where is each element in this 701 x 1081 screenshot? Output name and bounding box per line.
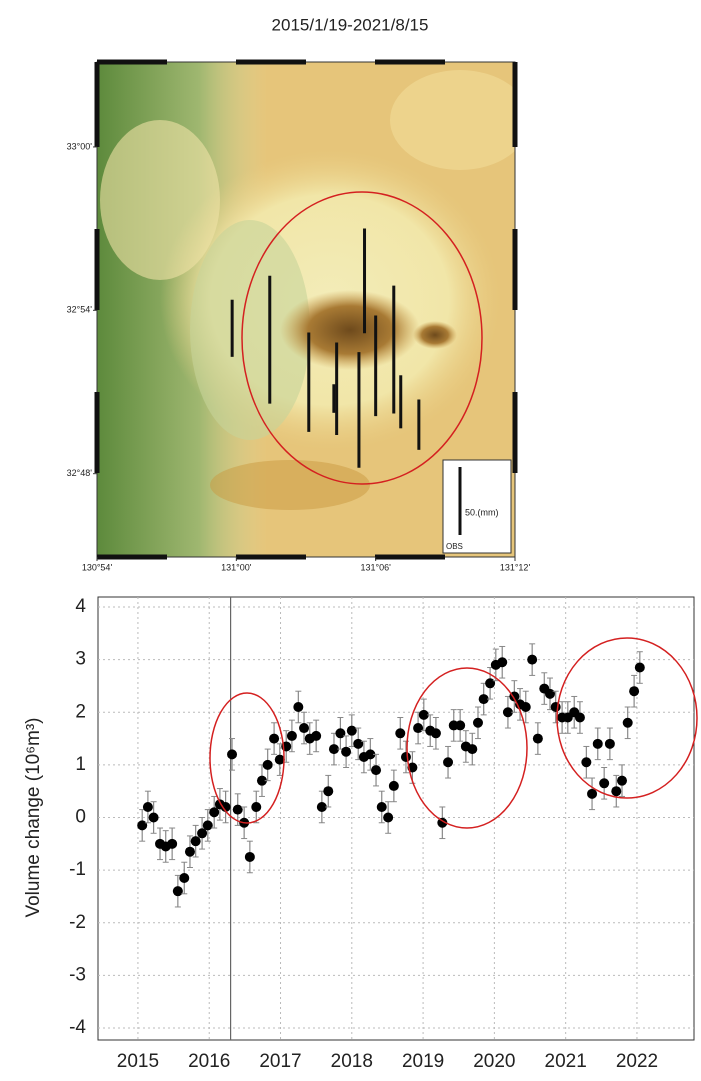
y-tick-label: 1: [75, 754, 86, 775]
data-point: [245, 852, 255, 862]
data-point: [191, 836, 201, 846]
y-tick-label: 32°54': [67, 305, 93, 315]
data-point: [383, 813, 393, 823]
data-point: [401, 752, 411, 762]
data-point: [395, 728, 405, 738]
data-point: [497, 657, 507, 667]
data-point: [311, 731, 321, 741]
map-title: 2015/1/19-2021/8/15: [272, 15, 429, 34]
x-tick-label: 2016: [188, 1051, 230, 1072]
y-tick-label: -2: [69, 912, 86, 933]
y-tick-label: -1: [69, 859, 86, 880]
data-point: [287, 731, 297, 741]
y-tick-label: 4: [75, 596, 86, 617]
legend-title: OBS: [446, 542, 463, 551]
figure: 2015/1/19-2021/8/15 130°54' 131°00' 131°06…: [0, 0, 701, 1081]
data-point: [137, 820, 147, 830]
data-point: [431, 728, 441, 738]
data-point: [143, 802, 153, 812]
data-point: [335, 728, 345, 738]
plot-frame: [98, 597, 694, 1040]
y-axis-label: Volume change (10⁶m³): [23, 717, 44, 917]
data-point: [521, 702, 531, 712]
data-point: [371, 765, 381, 775]
data-point: [227, 749, 237, 759]
data-point: [293, 702, 303, 712]
data-point: [251, 802, 261, 812]
legend-label: 50.(mm): [465, 507, 499, 517]
data-point: [467, 744, 477, 754]
data-point: [269, 734, 279, 744]
data-point: [533, 734, 543, 744]
y-tick-label: 3: [75, 649, 86, 670]
y-tick-label: 32°48': [67, 468, 93, 478]
data-point: [299, 723, 309, 733]
data-point: [605, 739, 615, 749]
x-tick-label: 2015: [117, 1051, 159, 1072]
data-point: [545, 689, 555, 699]
data-point: [455, 720, 465, 730]
data-point: [347, 726, 357, 736]
data-point: [263, 760, 273, 770]
y-tick-label: 2: [75, 701, 86, 722]
data-point: [611, 786, 621, 796]
data-point: [635, 663, 645, 673]
x-tick-label: 2020: [473, 1051, 515, 1072]
data-point: [527, 655, 537, 665]
data-point: [341, 747, 351, 757]
data-point: [173, 886, 183, 896]
y-tick-label: -3: [69, 964, 86, 985]
data-point: [617, 776, 627, 786]
data-point: [599, 778, 609, 788]
data-point: [353, 739, 363, 749]
data-point: [389, 781, 399, 791]
y-tick-label: 33°00': [67, 141, 93, 151]
y-tick-label: -4: [69, 1017, 86, 1038]
x-tick-label: 2021: [545, 1051, 587, 1072]
data-point: [629, 686, 639, 696]
x-tick-label: 130°54': [82, 562, 113, 572]
data-point: [233, 805, 243, 815]
x-tick-label: 131°06': [360, 562, 391, 572]
data-point: [593, 739, 603, 749]
data-point: [179, 873, 189, 883]
data-point: [377, 802, 387, 812]
data-point: [323, 786, 333, 796]
data-point: [443, 757, 453, 767]
data-point: [473, 718, 483, 728]
data-point: [551, 702, 561, 712]
data-point: [203, 820, 213, 830]
x-tick-label: 2019: [402, 1051, 444, 1072]
data-point: [149, 813, 159, 823]
data-point: [575, 713, 585, 723]
data-point: [413, 723, 423, 733]
data-point: [185, 847, 195, 857]
data-point: [167, 839, 177, 849]
data-point: [623, 718, 633, 728]
data-point: [581, 757, 591, 767]
data-point: [485, 678, 495, 688]
x-tick-label: 2018: [331, 1051, 373, 1072]
x-tick-label: 2022: [616, 1051, 658, 1072]
x-tick-label: 131°12': [500, 562, 531, 572]
y-tick-label: 0: [75, 807, 86, 828]
x-tick-label: 131°00': [221, 562, 252, 572]
x-tick-label: 2017: [259, 1051, 301, 1072]
